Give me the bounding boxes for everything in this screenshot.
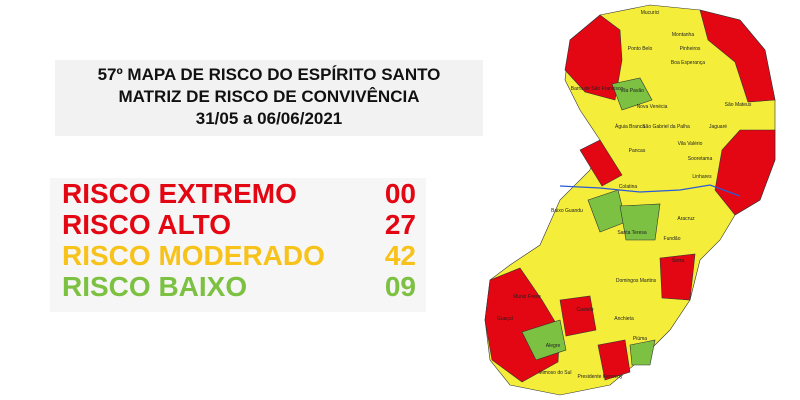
municipality-label: Montanha: [672, 32, 694, 38]
legend-row: RISCO ALTO 27: [50, 209, 426, 240]
legend-label: RISCO MODERADO: [62, 240, 325, 271]
legend-label: RISCO EXTREMO: [62, 178, 297, 209]
municipality-label: Guaçuí: [497, 316, 514, 322]
municipality-label: Nova Venécia: [637, 104, 668, 110]
municipality-label: Muniz Freire: [513, 294, 541, 300]
region-high: [564, 14, 623, 101]
municipality-label: Fundão: [664, 236, 681, 242]
municipality-label: Mucurici: [641, 10, 660, 16]
region-high: [714, 129, 776, 216]
municipality-label: Águia Branca: [615, 123, 645, 130]
municipality-label: Pinheiros: [680, 46, 701, 52]
municipality-label: Piúma: [633, 336, 647, 342]
municipality-label: Barra de São Francisco: [571, 86, 624, 92]
municipality-label: Vila Pavão: [620, 88, 644, 94]
municipality-label: Vila Valério: [678, 141, 703, 147]
municipality-label: Boa Esperança: [671, 60, 705, 66]
region-high: [699, 9, 776, 103]
region-low: [611, 77, 653, 111]
title-line: MATRIZ DE RISCO DE CONVIVÊNCIA: [118, 87, 420, 106]
region-low: [629, 339, 656, 366]
municipality-label: Presidente Kennedy: [577, 374, 623, 380]
municipality-label: Domingos Martins: [616, 278, 657, 284]
municipality-label: Castelo: [577, 307, 594, 313]
state: [484, 4, 776, 396]
municipality-label: Mimoso do Sul: [538, 370, 571, 376]
legend-count: 09: [384, 271, 416, 302]
municipality-label: Jaguaré: [709, 124, 727, 130]
municipality-label: Anchieta: [614, 316, 634, 322]
municipality-label: Aracruz: [677, 216, 695, 222]
region-low: [521, 319, 567, 361]
region-high: [659, 253, 696, 301]
title-line: 57º MAPA DE RISCO DO ESPÍRITO SANTO: [97, 65, 441, 84]
municipality-label: Sooretama: [688, 156, 713, 162]
legend-row: RISCO EXTREMO 00: [50, 178, 426, 209]
municipality-label: Linhares: [692, 174, 712, 180]
municipality-label: Serra: [672, 258, 684, 264]
header: 57º MAPA DE RISCO DO ESPÍRITO SANTO MATR…: [55, 60, 483, 136]
municipality-label: Colatina: [619, 184, 638, 190]
municipality-label: Alegre: [546, 343, 561, 349]
legend-count: 42: [384, 240, 416, 271]
municipality-label: Santa Teresa: [617, 230, 647, 236]
map-labels: Mucurici Montanha Ponto Belo Pinheiros Boa E…: [497, 10, 752, 380]
region-high: [597, 339, 631, 381]
municipality-label: Baixo Guandu: [551, 208, 583, 214]
municipality-label: São Gabriel da Palha: [642, 124, 690, 130]
region-low: [619, 203, 661, 241]
title-line: 31/05 a 06/06/2021: [195, 109, 343, 128]
legend-count: 00: [384, 178, 416, 209]
municipality-label: Pancas: [629, 148, 646, 154]
municipality-label: Ponto Belo: [628, 46, 653, 52]
legend: RISCO EXTREMO 00 RISCO ALTO 27 RISCO MODERAD…: [50, 178, 426, 312]
municipality-label: São Mateus: [725, 102, 752, 108]
legend-row: RISCO BAIXO 09: [50, 271, 426, 302]
legend-count: 27: [384, 209, 416, 240]
legend-row: RISCO MODERADO 42: [50, 240, 426, 271]
river: [559, 184, 741, 197]
legend-label: RISCO ALTO: [62, 209, 232, 240]
legend-label: RISCO BAIXO: [62, 271, 248, 302]
region-high: [579, 139, 623, 187]
region-high: [559, 295, 597, 337]
